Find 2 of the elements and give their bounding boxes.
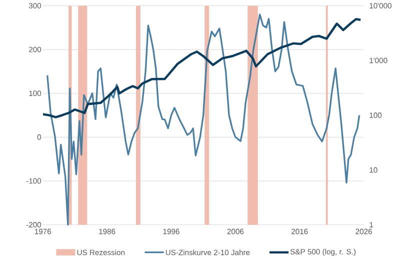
line-series: [42, 18, 362, 118]
line-series: [46, 13, 360, 226]
